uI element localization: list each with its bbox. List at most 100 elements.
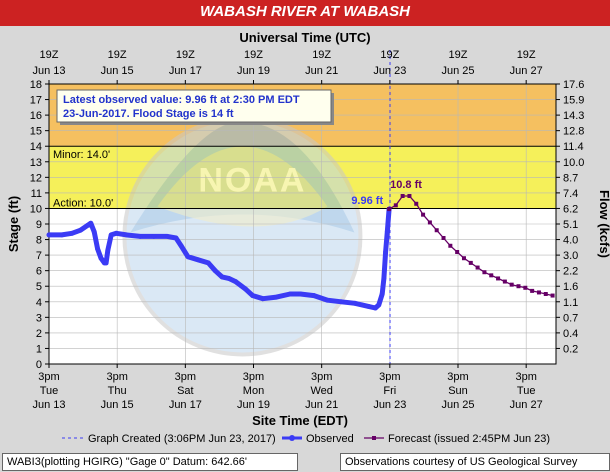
x-tick-label: 3pm <box>515 371 536 383</box>
observed-point <box>226 276 232 281</box>
forecast-point <box>400 194 405 198</box>
y-tick-label: 5 <box>36 281 42 293</box>
x-tick-day: Tue <box>40 385 59 397</box>
x-tick-date: Jun 13 <box>32 399 65 411</box>
observed-point <box>384 229 390 235</box>
y2-tick-label: 8.7 <box>563 172 578 184</box>
y2-tick-label: 1.6 <box>563 281 578 293</box>
axes: 01234567891011121314151617180.20.40.71.1… <box>30 49 585 411</box>
forecast-point <box>448 243 453 248</box>
forecast-point <box>414 201 419 206</box>
x-tick-label: 3pm <box>447 371 468 383</box>
observed-point <box>98 255 104 261</box>
observed-point <box>243 286 249 292</box>
observed-point <box>311 293 317 298</box>
forecast-point <box>550 293 555 298</box>
observed-point <box>233 279 239 284</box>
right-axis-title: Flow (kcfs) <box>597 190 610 258</box>
observed-point <box>366 304 371 309</box>
y-tick-label: 17 <box>30 95 42 107</box>
y-tick-label: 10 <box>30 203 42 215</box>
forecast-point <box>530 288 535 293</box>
footer-courtesy: Observations courtesy of US Geological S… <box>340 453 610 471</box>
x-tick-day: Tue <box>517 385 536 397</box>
y2-tick-label: 0.7 <box>563 312 578 324</box>
x-tick-label: 3pm <box>106 371 127 383</box>
x-tick-label: 3pm <box>311 371 332 383</box>
forecast-point <box>393 203 398 208</box>
x-tick-date: Jun 21 <box>305 399 338 411</box>
forecast-point <box>421 212 426 217</box>
x-tick-label: 3pm <box>379 371 400 383</box>
top-tick-date: Jun 13 <box>32 65 65 77</box>
x-tick-date: Jun 19 <box>237 399 270 411</box>
legend-created: Graph Created (3:06PM Jun 23, 2017) <box>88 433 276 445</box>
top-tick-label: 19Z <box>108 49 127 61</box>
forecast-point <box>461 256 466 261</box>
x-tick-day: Sat <box>177 385 194 397</box>
top-tick-date: Jun 21 <box>305 65 338 77</box>
x-tick-date: Jun 17 <box>169 399 202 411</box>
observed-point <box>205 260 211 266</box>
observed-point <box>260 296 266 302</box>
y2-tick-label: 1.1 <box>563 297 578 309</box>
observed-point <box>46 232 52 238</box>
x-tick-date: Jun 15 <box>101 399 134 411</box>
latest-box <box>56 89 332 123</box>
y2-tick-label: 6.2 <box>563 203 578 215</box>
y2-tick-label: 2.2 <box>563 266 578 278</box>
observed-point <box>78 227 83 233</box>
y2-tick-label: 4.0 <box>563 235 578 247</box>
legend-observed-dot <box>289 435 295 441</box>
observed-point <box>113 230 119 236</box>
latest-line-1: Latest observed value: 9.96 ft at 2:30 P… <box>63 94 300 106</box>
forecast-point <box>516 284 521 289</box>
x-tick-day: Mon <box>243 385 264 397</box>
bottom-axis-title: Site Time (EDT) <box>252 413 348 428</box>
observed-point <box>212 268 218 274</box>
x-tick-date: Jun 23 <box>373 399 406 411</box>
observed-point <box>287 291 293 297</box>
observed-point <box>88 220 94 226</box>
y-tick-label: 18 <box>30 79 42 91</box>
observed-point <box>95 246 100 252</box>
title-bar <box>0 0 610 26</box>
x-tick-label: 3pm <box>175 371 196 383</box>
y-tick-label: 1 <box>36 343 42 355</box>
observed-point <box>297 291 303 297</box>
y-tick-label: 3 <box>36 312 42 324</box>
top-tick-label: 19Z <box>517 49 536 61</box>
x-tick-day: Sun <box>448 385 468 397</box>
top-tick-label: 19Z <box>449 49 468 61</box>
x-tick-day: Wed <box>310 385 332 397</box>
observed-point <box>69 230 75 236</box>
chart-text: Universal Time (UTC) Site Time (EDT) Stage… <box>6 30 610 445</box>
top-tick-label: 19Z <box>176 49 195 61</box>
observed-point <box>195 257 201 263</box>
y-tick-label: 7 <box>36 250 42 262</box>
observed-point <box>338 299 344 305</box>
top-tick-date: Jun 15 <box>101 65 134 77</box>
y-tick-label: 15 <box>30 126 42 138</box>
top-tick-date: Jun 19 <box>237 65 270 77</box>
y-tick-label: 12 <box>30 172 42 184</box>
observed-point <box>151 234 157 239</box>
y-tick-label: 0 <box>36 359 42 371</box>
observed-point <box>274 294 279 300</box>
top-tick-date: Jun 27 <box>510 65 543 77</box>
observed-point <box>178 243 184 249</box>
forecast-point <box>427 220 432 225</box>
observed-point <box>124 232 129 238</box>
forecast-point <box>496 276 501 281</box>
forecast-point <box>434 228 439 233</box>
top-tick-label: 19Z <box>244 49 263 61</box>
observed-point <box>376 302 382 308</box>
observed-point <box>173 235 179 241</box>
left-axis-title: Stage (ft) <box>6 196 21 252</box>
y-tick-label: 9 <box>36 219 42 231</box>
footer-datum: WABI3(plotting HGIRG) "Gage 0" Datum: 64… <box>2 453 298 471</box>
top-tick-label: 19Z <box>312 49 331 61</box>
observed-point <box>219 274 225 280</box>
